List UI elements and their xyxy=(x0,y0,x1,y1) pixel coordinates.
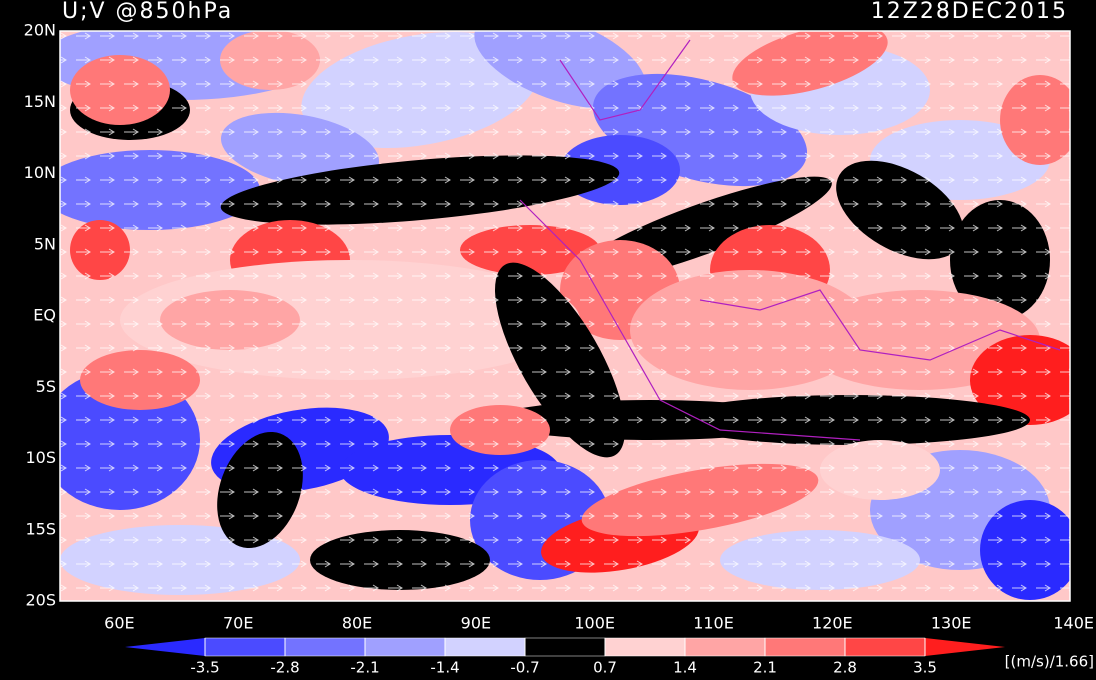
colorbar-label: -2.1 xyxy=(350,659,379,677)
latitude-label: EQ xyxy=(33,306,56,325)
longitude-label: 90E xyxy=(461,614,491,633)
title: U;V @850hPa xyxy=(62,0,233,24)
longitude-label: 110E xyxy=(693,614,734,633)
colorbar-label: -1.4 xyxy=(430,659,459,677)
latitude-label: 20S xyxy=(25,591,56,610)
latitude-label: 20N xyxy=(24,21,56,40)
colorbar-label: 2.1 xyxy=(753,659,777,677)
longitude-label: 60E xyxy=(104,614,134,633)
colorbar-segment xyxy=(204,637,286,657)
timestamp: 12Z28DEC2015 xyxy=(871,0,1068,24)
latitude-label: 10S xyxy=(25,448,56,467)
wind-field xyxy=(60,31,1070,601)
colorbar-segment xyxy=(684,637,766,657)
colorbar-low-arrow xyxy=(125,638,205,656)
colorbar-label: -2.8 xyxy=(270,659,299,677)
colorbar-label: 2.8 xyxy=(833,659,857,677)
colorbar-segment xyxy=(524,637,606,657)
latitude-label: 5S xyxy=(36,377,56,396)
colorbar-segment xyxy=(604,637,686,657)
latitude-label: 15S xyxy=(25,519,56,538)
longitude-label: 120E xyxy=(812,614,853,633)
latitude-label: 5N xyxy=(34,234,56,253)
colorbar-segment xyxy=(444,637,526,657)
colorbar-segment xyxy=(764,637,846,657)
longitude-label: 100E xyxy=(574,614,615,633)
colorbar-label: 3.5 xyxy=(913,659,937,677)
colorbar-segment xyxy=(844,637,926,657)
map-frame xyxy=(59,30,1071,602)
colorbar-high-arrow xyxy=(925,638,1005,656)
longitude-label: 130E xyxy=(931,614,972,633)
longitude-label: 80E xyxy=(342,614,372,633)
wind-vectors xyxy=(60,31,1070,601)
longitude-label: 70E xyxy=(223,614,253,633)
longitude-label: 140E xyxy=(1053,614,1094,633)
colorbar-segment xyxy=(284,637,366,657)
colorbar-label: 1.4 xyxy=(673,659,697,677)
colorbar: -3.5 -2.8 -2.1 -1.4 -0.7 0.7 1.4 2.1 2.8 3.5 xyxy=(125,637,1005,677)
colorbar-segment xyxy=(364,637,446,657)
latitude-label: 15N xyxy=(24,92,56,111)
coastline xyxy=(519,39,1061,441)
colorbar-label: -0.7 xyxy=(510,659,539,677)
colorbar-label: -3.5 xyxy=(190,659,219,677)
colorbar-label: 0.7 xyxy=(593,659,617,677)
colorbar-unit: [(m/s)/1.66] xyxy=(1005,653,1094,671)
latitude-label: 10N xyxy=(24,163,56,182)
